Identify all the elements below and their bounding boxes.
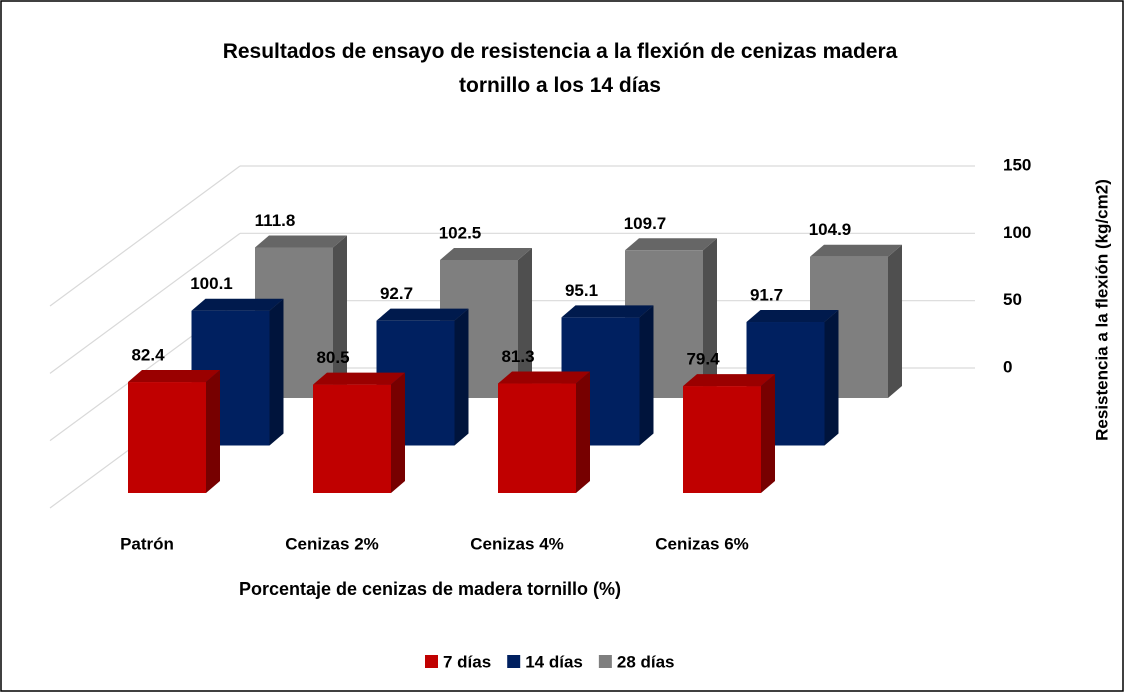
x-tick-label: Patrón xyxy=(120,534,174,553)
bar-top xyxy=(625,238,717,251)
legend-label: 7 días xyxy=(443,652,491,671)
bar-top xyxy=(561,305,654,318)
bar-top xyxy=(376,308,469,321)
x-axis-title: Porcentaje de cenizas de madera tornillo… xyxy=(239,579,621,599)
data-label: 95.1 xyxy=(565,281,598,300)
bar-side xyxy=(761,374,775,493)
bar-side xyxy=(518,247,532,398)
data-label: 92.7 xyxy=(380,284,413,303)
bar-top xyxy=(313,372,405,385)
data-label: 109.7 xyxy=(624,214,667,233)
bar-side xyxy=(206,370,220,493)
grid-line xyxy=(49,165,241,307)
bar xyxy=(683,386,761,493)
bar-side xyxy=(888,244,902,398)
bar-top xyxy=(191,298,284,311)
x-tick-label: Cenizas 2% xyxy=(285,534,379,553)
bar-top xyxy=(683,374,775,387)
data-label: 81.3 xyxy=(501,347,534,366)
bar-side xyxy=(269,298,284,446)
x-tick-label: Cenizas 4% xyxy=(470,534,564,553)
chart-title: Resultados de ensayo de resistencia a la… xyxy=(223,40,898,97)
bar-side xyxy=(639,305,654,446)
data-label: 100.1 xyxy=(190,274,233,293)
y-tick-label: 0 xyxy=(1003,357,1012,376)
data-label: 102.5 xyxy=(439,223,482,242)
y-tick-label: 150 xyxy=(1003,155,1031,174)
legend-label: 28 días xyxy=(617,652,675,671)
bar-side xyxy=(703,238,717,398)
legend-label: 14 días xyxy=(525,652,583,671)
x-tick-label: Cenizas 6% xyxy=(655,534,749,553)
bar-top xyxy=(498,371,590,384)
bar-top xyxy=(746,310,839,323)
bar-side xyxy=(576,371,590,493)
bar xyxy=(498,383,576,493)
bar-side xyxy=(333,235,347,398)
data-label: 111.8 xyxy=(255,211,296,230)
bar xyxy=(128,382,206,493)
bar-side xyxy=(391,372,405,493)
grid-line xyxy=(49,232,241,374)
bar-top xyxy=(255,235,347,248)
data-label: 82.4 xyxy=(131,346,165,365)
bar-side xyxy=(454,308,469,446)
legend-swatch xyxy=(425,655,438,668)
bar-top xyxy=(810,244,902,257)
y-axis-title: Resistencia a la flexión (kg/cm2) xyxy=(1092,179,1111,441)
bar-top xyxy=(128,370,220,383)
data-label: 79.4 xyxy=(686,350,720,369)
y-tick-label: 50 xyxy=(1003,290,1022,309)
legend-swatch xyxy=(507,655,521,668)
bar xyxy=(313,384,391,493)
data-label: 80.5 xyxy=(316,348,349,367)
y-tick-label: 100 xyxy=(1003,223,1031,242)
data-label: 91.7 xyxy=(750,285,783,304)
bar-top xyxy=(440,247,532,260)
data-label: 104.9 xyxy=(809,220,852,239)
bar-side xyxy=(824,310,839,446)
legend-swatch xyxy=(598,655,612,668)
